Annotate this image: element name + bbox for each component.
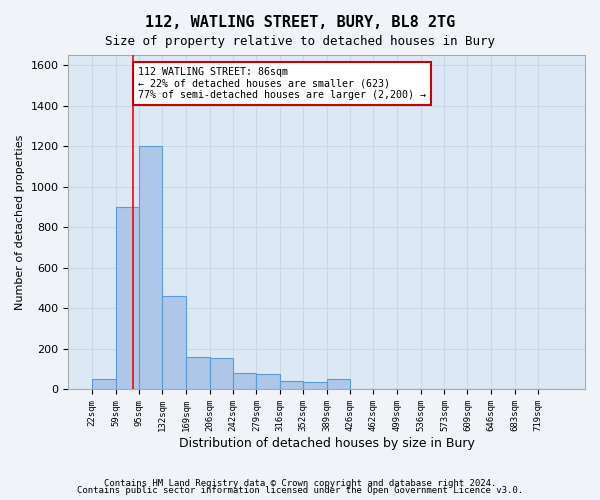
Text: Contains HM Land Registry data © Crown copyright and database right 2024.: Contains HM Land Registry data © Crown c… (104, 478, 496, 488)
Y-axis label: Number of detached properties: Number of detached properties (15, 134, 25, 310)
Text: 112, WATLING STREET, BURY, BL8 2TG: 112, WATLING STREET, BURY, BL8 2TG (145, 15, 455, 30)
Bar (256, 374, 280, 390)
Bar (116, 207, 139, 390)
Bar (162, 296, 186, 390)
Bar (186, 357, 209, 390)
Bar (92, 380, 116, 390)
Bar (233, 374, 256, 390)
Bar (303, 382, 327, 390)
Bar (209, 358, 233, 390)
Bar (139, 146, 162, 390)
Text: 112 WATLING STREET: 86sqm
← 22% of detached houses are smaller (623)
77% of semi: 112 WATLING STREET: 86sqm ← 22% of detac… (138, 67, 426, 100)
Bar (280, 382, 303, 390)
X-axis label: Distribution of detached houses by size in Bury: Distribution of detached houses by size … (179, 437, 475, 450)
Text: Size of property relative to detached houses in Bury: Size of property relative to detached ho… (105, 35, 495, 48)
Text: Contains public sector information licensed under the Open Government Licence v3: Contains public sector information licen… (77, 486, 523, 495)
Bar (327, 380, 350, 390)
